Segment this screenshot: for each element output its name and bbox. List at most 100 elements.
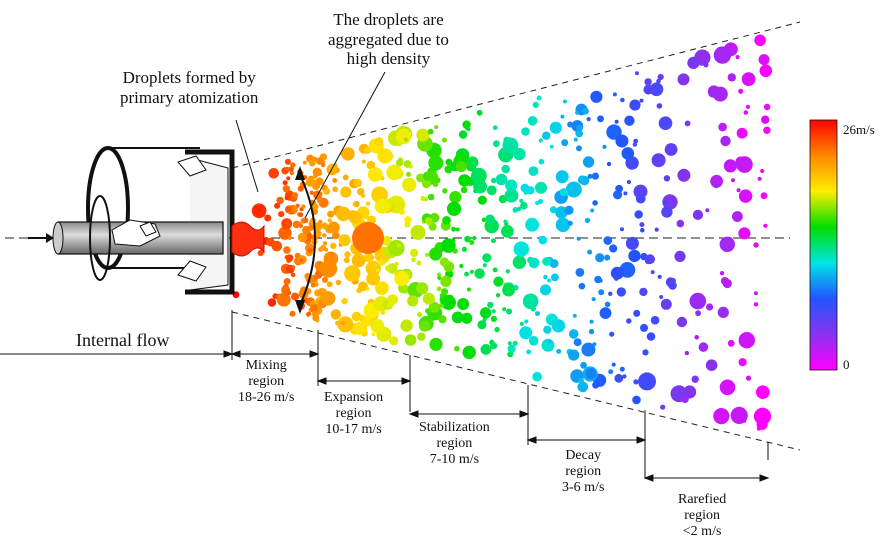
- droplet: [495, 173, 508, 186]
- droplet: [482, 253, 492, 263]
- droplet: [428, 155, 444, 171]
- droplet: [289, 310, 296, 317]
- droplet: [706, 303, 714, 311]
- droplet: [613, 190, 623, 200]
- droplet: [703, 62, 709, 68]
- droplet: [422, 171, 433, 181]
- droplet: [633, 138, 639, 144]
- droplet: [472, 235, 477, 241]
- droplet: [425, 252, 430, 257]
- droplet: [295, 203, 300, 208]
- droplet: [567, 220, 573, 226]
- region-label-rarefied: Rarefied region <2 m/s: [678, 492, 727, 540]
- droplet: [512, 207, 519, 213]
- droplet: [445, 158, 453, 166]
- droplet: [626, 318, 632, 324]
- droplet: [576, 124, 583, 132]
- droplet: [257, 249, 264, 257]
- droplet: [388, 239, 405, 257]
- droplet: [650, 315, 660, 325]
- droplet: [753, 291, 758, 296]
- droplet: [527, 116, 538, 126]
- droplet: [307, 248, 313, 254]
- droplet: [505, 179, 518, 192]
- droplet: [634, 210, 643, 219]
- droplet: [281, 285, 291, 295]
- droplet: [578, 282, 586, 290]
- droplet: [363, 252, 374, 263]
- droplet: [705, 359, 718, 372]
- leader-aggregated: [304, 71, 386, 219]
- droplet: [370, 319, 385, 333]
- droplet: [639, 222, 645, 228]
- droplet: [267, 298, 277, 307]
- droplet: [310, 282, 316, 288]
- droplet: [562, 99, 567, 104]
- droplet: [378, 258, 385, 264]
- droplet: [620, 227, 624, 232]
- droplet: [420, 196, 426, 201]
- droplet: [442, 188, 448, 194]
- droplet: [654, 227, 659, 232]
- droplet: [362, 316, 373, 327]
- droplet: [323, 251, 339, 267]
- droplet: [644, 78, 652, 86]
- droplet: [642, 349, 649, 356]
- droplet: [344, 265, 361, 282]
- droplet: [410, 248, 419, 257]
- droplet: [560, 114, 565, 119]
- droplet: [291, 292, 299, 301]
- droplet: [576, 236, 581, 241]
- droplet: [590, 208, 595, 213]
- droplet: [535, 311, 540, 317]
- droplet: [417, 332, 426, 341]
- droplet: [321, 163, 326, 168]
- droplet: [429, 247, 443, 261]
- droplet: [535, 200, 540, 206]
- droplet: [649, 82, 664, 97]
- droplet: [689, 292, 707, 310]
- droplet: [677, 168, 691, 182]
- droplet: [615, 134, 629, 148]
- droplet: [327, 221, 340, 234]
- droplet: [684, 120, 691, 127]
- droplet: [335, 279, 342, 286]
- droplet: [394, 261, 399, 266]
- droplet: [308, 159, 316, 167]
- region-label-decay: Decay region 3-6 m/s: [562, 448, 605, 496]
- droplet: [312, 203, 319, 210]
- droplet: [278, 211, 285, 218]
- droplet: [660, 404, 666, 410]
- droplet: [437, 275, 442, 280]
- droplet: [385, 265, 392, 272]
- droplet: [276, 196, 284, 205]
- droplet: [536, 95, 542, 101]
- droplet: [394, 272, 399, 277]
- droplet: [599, 307, 612, 319]
- droplet: [352, 202, 357, 207]
- droplet: [419, 320, 430, 332]
- droplet: [585, 368, 597, 380]
- region-label-expansion: Expansion region 10-17 m/s: [324, 390, 384, 438]
- droplet: [735, 156, 746, 167]
- droplet: [661, 206, 673, 218]
- droplet: [602, 144, 607, 149]
- droplet: [628, 249, 641, 263]
- droplet: [694, 335, 699, 340]
- droplet: [687, 56, 700, 69]
- region-label-mixing: Mixing region 18-26 m/s: [238, 358, 295, 406]
- droplet: [338, 234, 351, 247]
- droplet: [745, 375, 752, 381]
- droplet: [399, 209, 405, 215]
- droplet: [377, 148, 393, 164]
- droplet: [503, 219, 508, 224]
- droplet: [718, 122, 727, 132]
- droplet: [609, 244, 618, 253]
- droplet: [643, 84, 654, 95]
- droplet: [458, 130, 468, 139]
- droplet: [651, 153, 666, 168]
- droplet: [492, 267, 498, 273]
- droplet: [311, 310, 318, 317]
- droplet: [623, 191, 628, 196]
